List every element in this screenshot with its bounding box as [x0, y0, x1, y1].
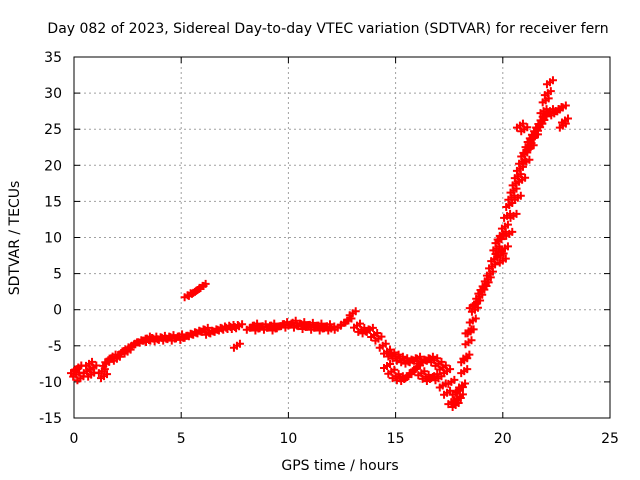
data-point [502, 227, 517, 240]
data-point [457, 365, 472, 378]
x-tick-label: 5 [177, 431, 186, 447]
data-point [380, 345, 395, 358]
x-tick-label: 15 [387, 431, 405, 447]
data-point [427, 354, 442, 367]
data-point [229, 339, 244, 352]
data-point [195, 279, 210, 292]
data-point [557, 114, 572, 127]
y-tick-label: -15 [39, 411, 62, 427]
data-point [82, 357, 97, 370]
data-point [452, 383, 467, 396]
data-point [71, 361, 86, 374]
data-point [495, 254, 510, 267]
data-point [457, 354, 472, 367]
x-tick-label: 0 [70, 431, 79, 447]
data-point [86, 361, 101, 374]
data-point [232, 320, 247, 333]
data-point [461, 336, 476, 349]
data-point [264, 319, 279, 332]
data-point [410, 361, 425, 374]
data-point [414, 367, 429, 380]
y-tick-label: 0 [53, 303, 62, 319]
data-point [555, 101, 570, 114]
data-point [380, 360, 395, 373]
data-point [341, 314, 356, 327]
y-tick-label: 20 [44, 158, 62, 174]
data-point [542, 76, 557, 89]
grid-lines [74, 57, 610, 418]
data-point [418, 370, 433, 383]
data-point [502, 199, 517, 212]
data-point [294, 318, 309, 331]
data-point [431, 372, 446, 385]
data-point [362, 323, 377, 336]
data-point [444, 396, 459, 409]
y-tick-label: -10 [39, 375, 62, 391]
data-point [497, 220, 512, 233]
data-point [510, 191, 525, 204]
x-tick-label: 25 [601, 431, 619, 447]
data-point [527, 130, 542, 143]
data-point [375, 339, 390, 352]
y-tick-label: 35 [44, 50, 62, 66]
data-point [540, 87, 555, 100]
y-tick-label: 30 [44, 86, 62, 102]
y-axis-ticks: -15 -10 -5 0 5 10 15 20 25 30 35 [39, 50, 610, 427]
data-point [410, 352, 425, 365]
y-tick-label: 5 [53, 267, 62, 283]
data-point [427, 370, 442, 383]
data-point [350, 319, 365, 332]
data-point [345, 307, 360, 320]
data-point [354, 323, 369, 336]
data-point [515, 173, 530, 186]
y-tick-label: 15 [44, 194, 62, 210]
y-tick-label: 25 [44, 122, 62, 138]
data-point [371, 332, 386, 345]
data-point [319, 320, 334, 333]
chart-title: Day 082 of 2023, Sidereal Day-to-day VTE… [47, 21, 608, 37]
data-point [435, 361, 450, 374]
data-point [247, 319, 262, 332]
data-point [523, 141, 538, 154]
data-point [517, 123, 532, 136]
data-point [532, 119, 547, 132]
data-point [367, 328, 382, 341]
data-point [461, 325, 476, 338]
data-point [197, 323, 212, 336]
data-point [512, 119, 527, 132]
y-axis-label: SDTVAR / TECUs [7, 181, 23, 296]
data-markers [67, 76, 572, 412]
data-point [435, 379, 450, 392]
data-point [465, 300, 480, 313]
y-tick-label: -5 [48, 339, 62, 355]
data-point [285, 316, 300, 329]
data-point [536, 105, 551, 118]
data-point [388, 350, 403, 363]
x-tick-label: 10 [279, 431, 297, 447]
y-tick-label: 10 [44, 231, 62, 247]
data-point [388, 370, 403, 383]
data-point [227, 321, 242, 334]
data-point [465, 314, 480, 327]
data-point [497, 242, 512, 255]
x-axis-label: GPS time / hours [281, 458, 398, 474]
data-point [493, 249, 508, 262]
data-point [384, 365, 399, 378]
data-point [506, 209, 521, 222]
data-point [97, 370, 112, 383]
data-point [384, 348, 399, 361]
data-point [302, 318, 317, 331]
x-tick-label: 20 [494, 431, 512, 447]
data-point [431, 357, 446, 370]
data-point [440, 386, 455, 399]
data-point [519, 155, 534, 168]
data-point [448, 399, 463, 412]
x-axis-ticks: 0 5 10 15 20 25 [70, 57, 619, 447]
data-point [311, 319, 326, 332]
